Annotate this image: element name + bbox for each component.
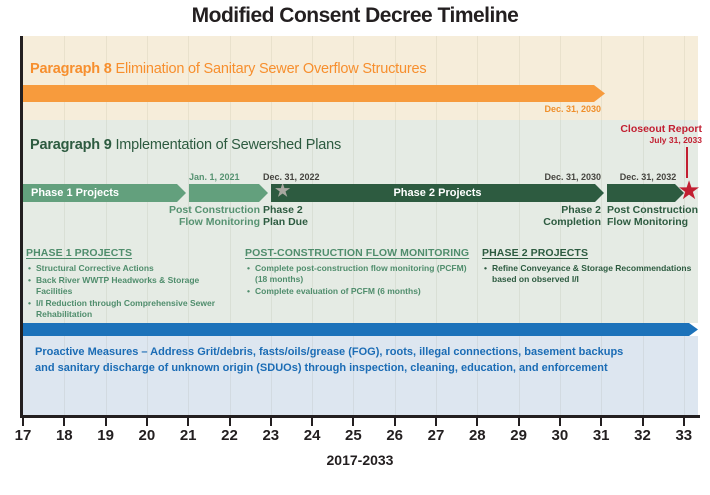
post-construction-flow-monitoring-arrow-phase2 [607, 184, 684, 202]
axis-year-label: 32 [634, 427, 651, 444]
axis-tick [269, 418, 272, 426]
proactive-measures-arrow [22, 323, 698, 336]
phase1-projects-arrow-label: Phase 1 Projects [31, 187, 120, 199]
list-item: I/I Reduction through Comprehensive Sewe… [26, 298, 231, 320]
annotation-line: Flow Monitoring [607, 215, 689, 228]
axis-tick [641, 418, 644, 426]
axis-year-label: 21 [179, 427, 197, 444]
post-construction-flow-monitoring-annotation-1: Post Construction Flow Monitoring [118, 204, 260, 228]
paragraph8-timeline-arrow [22, 85, 605, 102]
phase1-projects-items: Structural Corrective Actions Back River… [26, 263, 231, 320]
axis-tick [311, 418, 314, 426]
paragraph8-label: Paragraph 8 [30, 61, 112, 77]
phase2-plan-due-star-icon: ★ [275, 181, 291, 200]
closeout-report-leader-line [686, 147, 688, 178]
axis-year-label: 29 [510, 427, 527, 444]
axis-year-label: 24 [303, 427, 321, 444]
dec-31-2032-label: Dec. 31, 2032 [619, 172, 677, 182]
post-construction-flow-monitoring-list: POST-CONSTRUCTION FLOW MONITORING Comple… [245, 247, 473, 298]
list-item: Structural Corrective Actions [26, 263, 231, 274]
proactive-line-1: Proactive Measures – Address Grit/debris… [35, 346, 624, 358]
y-axis-line [20, 36, 23, 417]
closeout-report-date: July 31, 2033 [649, 135, 702, 145]
annotation-line: Post Construction [607, 204, 698, 216]
closeout-report-title: Closeout Report [620, 123, 702, 135]
x-axis-line [20, 415, 700, 418]
paragraph9-label: Paragraph 9 [30, 137, 112, 153]
proactive-section-background [22, 336, 698, 415]
axis-year-label: 17 [14, 427, 32, 444]
axis-tick [517, 418, 520, 426]
phase1-projects-arrow: Phase 1 Projects [22, 184, 186, 202]
axis-tick [435, 418, 437, 426]
dec-31-2030-label: Dec. 31, 2030 [544, 172, 601, 182]
pcfm-items: Complete post-construction flow monitori… [245, 263, 473, 297]
axis-range-label: 2017-2033 [326, 452, 394, 468]
list-item: Complete post-construction flow monitori… [245, 263, 473, 285]
axis-year-label: 33 [675, 427, 693, 444]
axis-year-label: 31 [592, 427, 610, 444]
pcfm-list-heading: POST-CONSTRUCTION FLOW MONITORING [245, 247, 470, 259]
axis-tick [22, 418, 24, 426]
axis-year-label: 19 [97, 427, 114, 444]
annotation-line: Post Construction [169, 204, 260, 216]
axis-tick [145, 418, 148, 426]
annotation-line: Phase 2 [561, 204, 601, 216]
axis-tick [393, 418, 396, 426]
post-construction-flow-monitoring-arrow-phase1 [189, 184, 268, 202]
paragraph8-text: Elimination of Sanitary Sewer Overflow S… [115, 61, 427, 77]
dec-31-2022-label: Dec. 31, 2022 [263, 172, 320, 182]
phase2-projects-list-heading: PHASE 2 PROJECTS [482, 247, 589, 259]
annotation-line: Plan Due [263, 215, 308, 228]
phase1-projects-list-heading: PHASE 1 PROJECTS [26, 247, 133, 259]
axis-tick [476, 418, 479, 426]
axis-tick [104, 418, 107, 426]
axis-tick [187, 418, 190, 426]
axis-tick [63, 418, 66, 426]
axis-tick [558, 418, 561, 426]
phase2-projects-list: PHASE 2 PROJECTS Refine Conveyance & Sto… [482, 247, 694, 286]
paragraph8-section-background [22, 36, 698, 120]
axis-tick [600, 418, 603, 426]
axis-year-label: 26 [386, 427, 404, 444]
post-construction-flow-monitoring-annotation-2: Post Construction Flow Monitoring [607, 204, 698, 228]
list-item: Refine Conveyance & Storage Recommendati… [482, 263, 694, 285]
phase2-completion-annotation: Phase 2 Completion [480, 204, 601, 228]
page-title: Modified Consent Decree Timeline [191, 4, 519, 27]
proactive-measures-text: Proactive Measures – Address Grit/debris… [35, 345, 623, 376]
axis-year-label: 28 [468, 427, 486, 444]
proactive-line-2: and sanitary discharge of unknown origin… [35, 361, 608, 374]
annotation-line: Flow Monitoring [178, 215, 260, 228]
list-item: Complete evaluation of PCFM (6 months) [245, 286, 473, 297]
paragraph8-heading: Paragraph 8 Elimination of Sanitary Sewe… [30, 61, 427, 77]
phase2-projects-arrow-label: Phase 2 Projects [393, 187, 482, 199]
axis-year-label: 20 [138, 427, 156, 444]
axis-year-label: 30 [551, 427, 569, 444]
jan-1-2021-label: Jan. 1, 2021 [189, 172, 240, 182]
axis-year-label: 18 [55, 427, 73, 444]
list-item: Back River WWTP Headworks & Storage Faci… [26, 275, 231, 297]
axis-year-label: 22 [221, 427, 238, 444]
phase2-plan-due-annotation: Phase 2 Plan Due [263, 204, 308, 228]
phase2-projects-arrow: ★ Phase 2 Projects [271, 184, 604, 202]
closeout-report-callout: Closeout Report July 31, 2033 [552, 123, 702, 145]
axis-year-label: 27 [427, 427, 445, 444]
axis-tick [682, 418, 685, 426]
annotation-line: Phase 2 [263, 204, 303, 216]
paragraph9-text: Implementation of Sewershed Plans [115, 137, 341, 153]
axis-tick [352, 418, 355, 426]
paragraph8-end-date-label: Dec. 31, 2030 [544, 104, 601, 114]
axis-year-label: 23 [262, 427, 280, 444]
phase2-projects-items: Refine Conveyance & Storage Recommendati… [482, 263, 694, 285]
axis-tick [228, 418, 231, 426]
paragraph9-heading: Paragraph 9 Implementation of Sewershed … [30, 137, 341, 153]
phase1-projects-list: PHASE 1 PROJECTS Structural Corrective A… [26, 247, 231, 321]
annotation-line: Completion [543, 215, 601, 228]
closeout-report-star-icon: ★ [677, 175, 701, 205]
axis-year-label: 25 [345, 427, 362, 444]
